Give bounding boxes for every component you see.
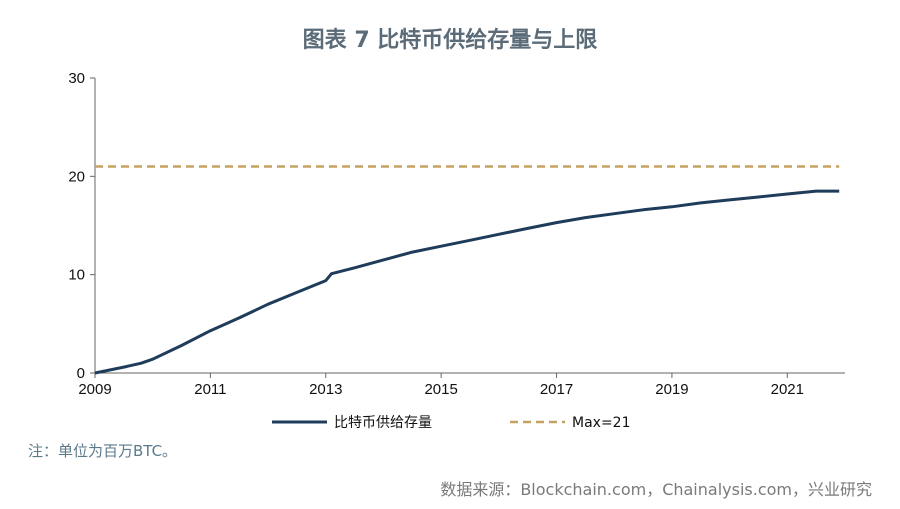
x-tick-label: 2019 <box>655 381 688 398</box>
y-tick-label: 30 <box>68 70 85 87</box>
chart-axes: 0 10 20 30 2009 2011 2013 2015 2017 2019 2021 <box>68 70 845 398</box>
x-tick-label: 2017 <box>540 381 573 398</box>
y-tick-label: 0 <box>77 365 85 382</box>
supply-line <box>94 189 840 375</box>
legend-label-1: 比特币供给存量 <box>334 415 432 431</box>
unit-note: 注：单位为百万BTC。 <box>28 442 178 460</box>
legend-label-2: Max=21 <box>572 415 631 431</box>
chart-series <box>94 165 840 375</box>
x-tick-label: 2013 <box>309 381 342 398</box>
chart-legend: 比特币供给存量 Max=21 <box>272 415 631 431</box>
y-tick-label: 10 <box>68 267 85 284</box>
x-tick-label: 2011 <box>194 381 226 398</box>
x-tick-label: 2009 <box>78 381 111 398</box>
y-tick-label: 20 <box>68 168 85 185</box>
data-source: 数据来源：Blockchain.com，Chainalysis.com，兴业研究 <box>440 480 872 499</box>
x-tick-label: 2021 <box>771 381 804 398</box>
chart-title: 图表 7 比特币供给存量与上限 <box>302 28 598 53</box>
x-tick-label: 2015 <box>424 381 457 398</box>
